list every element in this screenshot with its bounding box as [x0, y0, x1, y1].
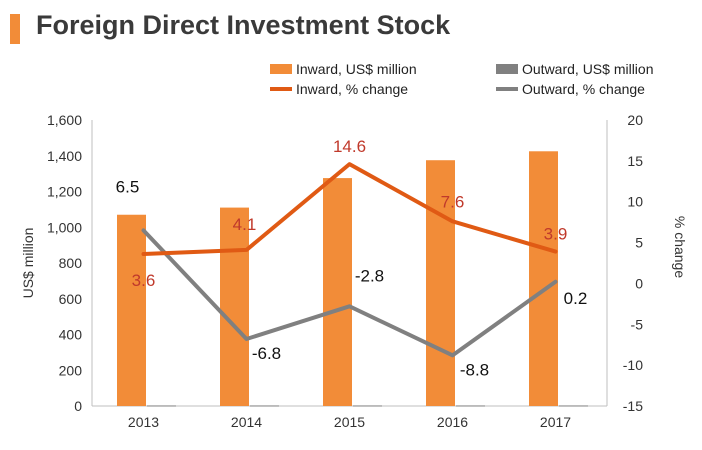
data-label-outward-pct: -2.8	[355, 266, 384, 285]
y-right-tick-label: 5	[635, 235, 643, 251]
data-label-outward-pct: 0.2	[564, 289, 588, 308]
data-label-inward-pct: 4.1	[233, 215, 257, 234]
y-left-tick-label: 1,000	[47, 219, 82, 235]
x-tick-label: 2016	[437, 414, 468, 430]
y-left-axis-title: US$ million	[20, 228, 36, 299]
y-right-tick-label: 20	[627, 112, 643, 128]
data-label-inward-pct: 7.6	[441, 192, 465, 211]
bar-inward-usd	[117, 214, 146, 406]
y-left-tick-label: 200	[59, 362, 83, 378]
y-right-tick-label: 15	[627, 153, 643, 169]
y-right-tick-label: -15	[623, 398, 643, 414]
line-outward-pct	[141, 228, 558, 358]
bars-group	[117, 151, 588, 407]
legend-swatch-outward-usd	[496, 64, 518, 74]
bar-outward-usd	[559, 405, 588, 407]
y-left-tick-label: 800	[59, 255, 83, 271]
bar-outward-usd	[353, 405, 382, 407]
legend-label-inward-usd: Inward, US$ million	[296, 61, 417, 77]
y-right-tick-label: 10	[627, 194, 643, 210]
y-left-tick-label: 1,200	[47, 184, 82, 200]
data-label-outward-pct: -6.8	[252, 344, 281, 363]
y-left-tick-label: 1,400	[47, 148, 82, 164]
y-left-tick-label: 0	[74, 398, 82, 414]
x-tick-label: 2017	[540, 414, 571, 430]
bar-outward-usd	[456, 405, 485, 407]
x-tick-label: 2015	[334, 414, 365, 430]
y-left-tick-label: 1,600	[47, 112, 82, 128]
x-tick-label: 2013	[128, 414, 159, 430]
data-label-inward-pct: 3.6	[132, 271, 156, 290]
legend: Inward, US$ million Outward, US$ million…	[270, 61, 654, 97]
bar-inward-usd	[220, 207, 249, 406]
y-right-axis-title: % change	[672, 216, 688, 278]
bar-inward-usd	[323, 178, 352, 406]
y-left-tick-label: 400	[59, 327, 83, 343]
chart-title: Foreign Direct Investment Stock	[36, 10, 451, 40]
data-labels-group: 3.6 4.1 14.6 7.6 3.9 6.5 -6.8 -2.8 -8.8 0.2	[116, 137, 588, 379]
axes-group: 02004006008001,0001,2001,4001,600-15-10-…	[20, 112, 688, 430]
line-inward-pct	[141, 162, 558, 257]
x-tick-label: 2014	[231, 414, 262, 430]
bar-inward-usd	[426, 160, 455, 406]
bar-outward-usd	[147, 405, 176, 407]
bar-outward-usd	[250, 405, 279, 407]
data-label-inward-pct: 14.6	[333, 137, 366, 156]
y-right-tick-label: -10	[623, 357, 643, 373]
lines-group	[141, 162, 558, 358]
legend-label-outward-usd: Outward, US$ million	[522, 61, 654, 77]
title-accent-bar	[10, 14, 20, 44]
legend-label-inward-pct: Inward, % change	[296, 81, 408, 97]
data-label-outward-pct: -8.8	[460, 360, 489, 379]
y-left-tick-label: 600	[59, 291, 83, 307]
data-label-outward-pct: 6.5	[116, 177, 140, 196]
legend-swatch-inward-usd	[270, 64, 292, 74]
data-label-inward-pct: 3.9	[544, 225, 568, 244]
y-right-tick-label: -5	[631, 316, 644, 332]
legend-label-outward-pct: Outward, % change	[522, 81, 645, 97]
bar-inward-usd	[529, 151, 558, 406]
y-right-tick-label: 0	[635, 275, 643, 291]
